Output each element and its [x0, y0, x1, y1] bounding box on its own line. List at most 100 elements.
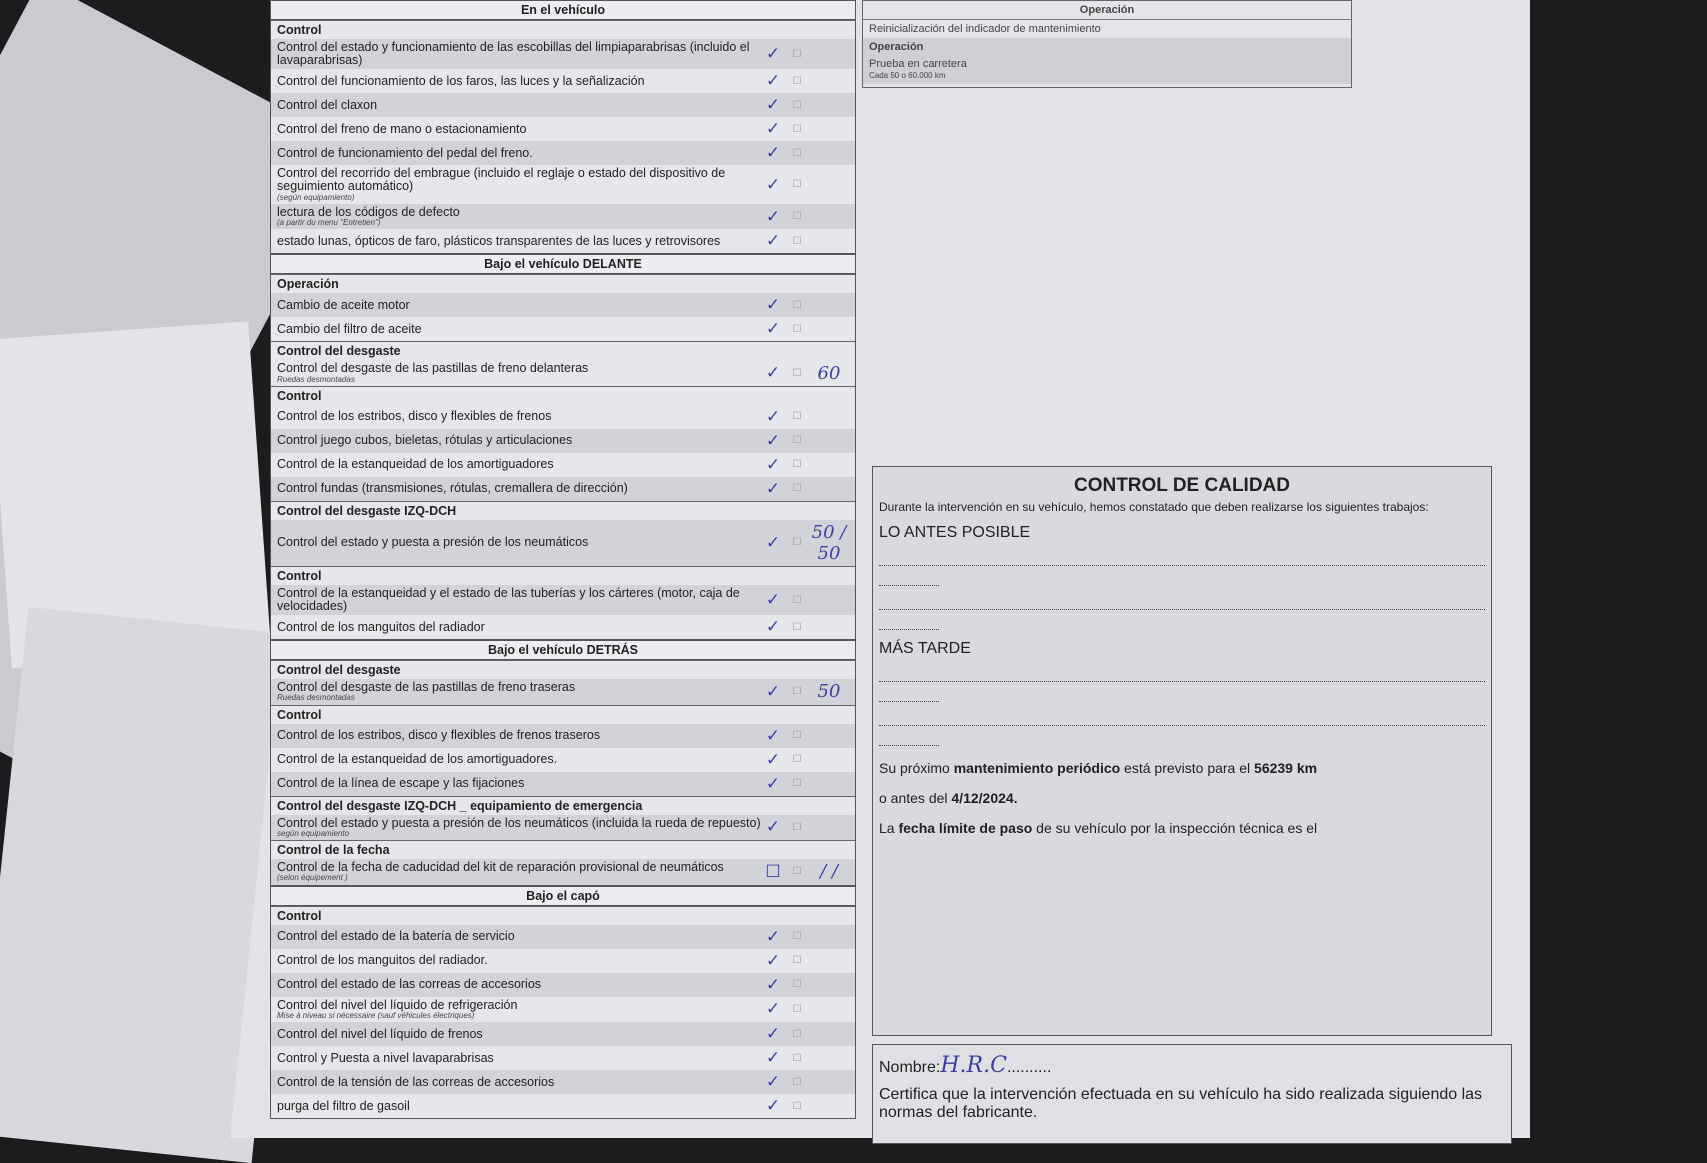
- row-note: (a partir du menu "Entretien"): [277, 218, 381, 228]
- cross-checkbox-icon[interactable]: ☐: [792, 1052, 802, 1064]
- cross-checkbox-icon[interactable]: ☐: [792, 1028, 802, 1040]
- cross-checkbox-icon[interactable]: ☐: [792, 147, 802, 159]
- check-mark-icon[interactable]: ✓: [765, 44, 781, 64]
- check-mark-icon[interactable]: ✓: [765, 999, 781, 1019]
- cross-checkbox-icon[interactable]: ☐: [792, 979, 802, 991]
- cross-checkbox-icon[interactable]: ☐: [792, 686, 802, 698]
- check-mark-icon[interactable]: ✓: [765, 478, 781, 498]
- checklist-row: Control de los estribos, disco y flexibl…: [271, 405, 855, 429]
- check-mark-icon[interactable]: ✓: [765, 1096, 781, 1116]
- checklist-row: Control juego cubos, bieletas, rótulas y…: [271, 428, 855, 453]
- cross-checkbox-icon[interactable]: ☐: [792, 1100, 802, 1112]
- check-mark-icon[interactable]: ✓: [765, 950, 781, 970]
- cross-checkbox-icon[interactable]: ☐: [792, 1076, 802, 1088]
- check-mark-icon[interactable]: ✓: [765, 430, 781, 450]
- check-mark-icon[interactable]: ✓: [765, 1024, 781, 1044]
- check-mark-icon[interactable]: ✓: [765, 363, 781, 383]
- cross-checkbox-icon[interactable]: ☐: [792, 367, 802, 379]
- row-label: Control de la estanqueidad de los amorti…: [277, 752, 558, 767]
- cross-checkbox-icon[interactable]: ☐: [792, 955, 802, 967]
- check-mark-icon[interactable]: ✓: [765, 617, 781, 637]
- row-text: Reinicialización del indicador de manten…: [863, 19, 1351, 38]
- cross-checkbox-icon[interactable]: ☐: [792, 435, 802, 447]
- asap-heading: LO ANTES POSIBLE: [879, 524, 1031, 542]
- row-label: Control del freno de mano o estacionamie…: [277, 121, 527, 136]
- check-mark-icon[interactable]: ✓: [765, 174, 781, 194]
- section-title: Bajo el vehículo DELANTE: [271, 254, 855, 275]
- row-label: Cambio del filtro de aceite: [277, 321, 422, 336]
- cross-checkbox-icon[interactable]: ☐: [792, 866, 802, 878]
- checklist-section: Bajo el vehículo DELANTE Operación Cambio…: [270, 254, 856, 641]
- check-mark-icon[interactable]: ✓: [765, 71, 781, 91]
- check-mark-icon[interactable]: ✓: [765, 454, 781, 474]
- cross-checkbox-icon[interactable]: ☐: [792, 483, 802, 495]
- cross-checkbox-icon[interactable]: ☐: [792, 821, 802, 833]
- cross-checkbox-icon[interactable]: ☐: [792, 211, 802, 223]
- check-mark-icon[interactable]: ✓: [765, 406, 781, 426]
- cross-checkbox-icon[interactable]: ☐: [792, 931, 802, 943]
- cross-checkbox-icon[interactable]: ☐: [792, 594, 802, 606]
- check-mark-icon[interactable]: ✓: [765, 773, 781, 793]
- check-mark-icon[interactable]: ✓: [765, 95, 781, 115]
- cross-checkbox-icon[interactable]: ☐: [792, 179, 802, 191]
- row-label: Control del claxon: [277, 97, 378, 112]
- cross-checkbox-icon[interactable]: ☐: [792, 123, 802, 135]
- group-label: Control de la fecha: [271, 840, 855, 859]
- cross-checkbox-icon[interactable]: ☐: [792, 323, 802, 335]
- check-mark-icon[interactable]: ✓: [765, 590, 781, 610]
- cross-checkbox-icon[interactable]: ☐: [792, 730, 802, 742]
- empty-checkbox-icon[interactable]: ☐: [765, 861, 781, 881]
- check-mark-icon[interactable]: ✓: [765, 206, 781, 226]
- cross-checkbox-icon[interactable]: ☐: [792, 99, 802, 111]
- cross-checkbox-icon[interactable]: ☐: [792, 1003, 802, 1015]
- row-label: lectura de los códigos de defecto (a part…: [277, 205, 761, 228]
- checklist-row: Control del nivel del líquido de frenos …: [271, 1022, 855, 1047]
- checklist-row: Control de los estribos, disco y flexibl…: [271, 723, 855, 748]
- percentage-value: / /: [820, 861, 838, 883]
- next-maintenance: Su próximo mantenimiento periódico está …: [879, 760, 1318, 777]
- row-label: Control del nivel del líquido de refrige…: [277, 998, 761, 1021]
- check-mark-icon[interactable]: ✓: [765, 231, 781, 251]
- cross-checkbox-icon[interactable]: ☐: [792, 537, 802, 549]
- check-mark-icon[interactable]: ✓: [765, 1048, 781, 1068]
- row-label: Control de la fecha de caducidad del kit…: [277, 861, 761, 883]
- cross-checkbox-icon[interactable]: ☐: [792, 299, 802, 311]
- check-mark-icon[interactable]: ✓: [765, 817, 781, 837]
- row-label: Control del estado de la batería de serv…: [277, 929, 515, 944]
- check-mark-icon[interactable]: ✓: [765, 749, 781, 769]
- row-label: Control de la estanqueidad y el estado d…: [277, 585, 740, 614]
- quality-title: CONTROL DE CALIDAD: [1073, 475, 1291, 496]
- checklist-row: purga del filtro de gasoil ✓ ☐: [271, 1094, 855, 1118]
- row-label: Control del estado de las correas de acc…: [277, 977, 542, 992]
- check-mark-icon[interactable]: ✓: [765, 319, 781, 339]
- cross-checkbox-icon[interactable]: ☐: [792, 459, 802, 471]
- check-mark-icon[interactable]: ✓: [765, 119, 781, 139]
- cross-checkbox-icon[interactable]: ☐: [792, 754, 802, 766]
- cross-checkbox-icon[interactable]: ☐: [792, 778, 802, 790]
- checklist-row: estado lunas, ópticos de faro, plásticos…: [271, 229, 855, 253]
- row-note: Cada 50 o 60.000 km: [869, 71, 946, 80]
- section-title: En el vehículo: [271, 0, 855, 20]
- cross-checkbox-icon[interactable]: ☐: [792, 48, 802, 60]
- dotted-line: [879, 542, 1485, 567]
- checklist-row: Control de los manguitos del radiador ✓ …: [271, 615, 855, 639]
- cross-checkbox-icon[interactable]: ☐: [792, 75, 802, 87]
- check-mark-icon[interactable]: ✓: [765, 681, 781, 701]
- check-mark-icon[interactable]: ✓: [765, 532, 781, 552]
- quality-control-box: CONTROL DE CALIDAD Durante la intervenci…: [872, 466, 1492, 1036]
- check-mark-icon[interactable]: ✓: [765, 1072, 781, 1092]
- check-mark-icon[interactable]: ✓: [765, 926, 781, 946]
- check-mark-icon[interactable]: ✓: [765, 974, 781, 994]
- check-mark-icon[interactable]: ✓: [765, 143, 781, 163]
- checklist-row: Control y Puesta a nivel lavaparabrisas …: [271, 1046, 855, 1070]
- row-label: Control del nivel del líquido de frenos: [277, 1026, 483, 1041]
- check-mark-icon[interactable]: ✓: [765, 295, 781, 315]
- cross-checkbox-icon[interactable]: ☐: [792, 621, 802, 633]
- percentage-value: 50: [817, 681, 841, 703]
- section-title: Bajo el vehículo DETRÁS: [271, 640, 855, 661]
- check-mark-icon[interactable]: ✓: [765, 725, 781, 745]
- row-label: Control y Puesta a nivel lavaparabrisas: [277, 1050, 494, 1065]
- checklist-row: Control del freno de mano o estacionamie…: [271, 117, 855, 141]
- cross-checkbox-icon[interactable]: ☐: [792, 235, 802, 247]
- cross-checkbox-icon[interactable]: ☐: [792, 411, 802, 423]
